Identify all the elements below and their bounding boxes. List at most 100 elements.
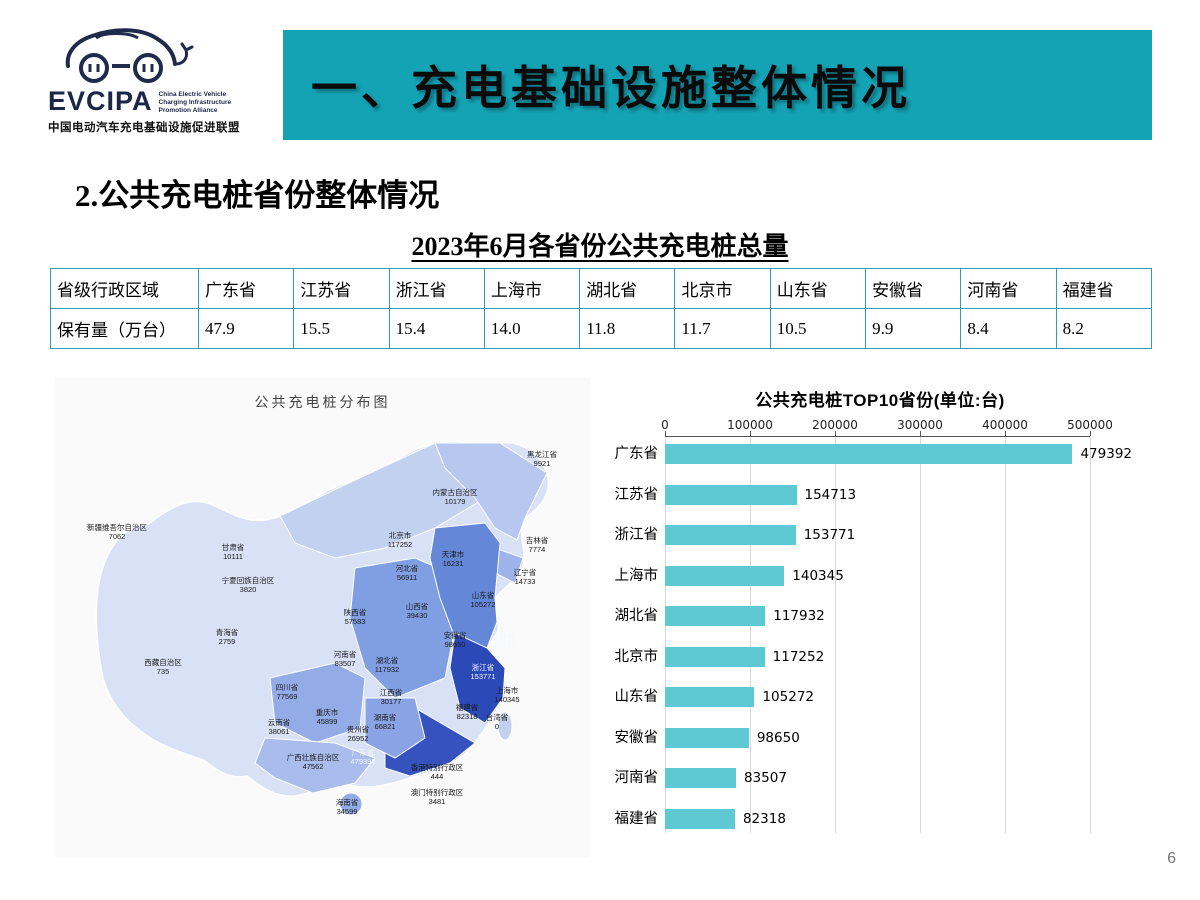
map-region-label: 河北省 56911 bbox=[395, 564, 419, 582]
china-map-panel: 公共充电桩分布图 黑龙江省 9921 内蒙古自治区 10179 新疆维吾尔自治区 7062… bbox=[55, 378, 590, 858]
map-region-label: 香港特别行政区 444 bbox=[410, 763, 464, 781]
province-header-cell: 安徽省 bbox=[865, 268, 962, 309]
x-axis-tick bbox=[1090, 431, 1091, 436]
map-region-label: 山东省 105272 bbox=[470, 591, 496, 609]
china-map-icon bbox=[95, 440, 550, 816]
map-region-label: 内蒙古自治区 10179 bbox=[432, 488, 478, 506]
map-region-label: 云南省 38061 bbox=[267, 718, 291, 736]
top10-chart-panel: 公共充电桩TOP10省份(单位:台) 0 100000 200000 300000 40… bbox=[600, 378, 1160, 858]
map-region-label: 北京市 117252 bbox=[387, 531, 413, 549]
table-title: 2023年6月各省份公共充电桩总量 bbox=[411, 232, 789, 261]
bar-value-label: 98650 bbox=[756, 729, 800, 746]
car-logo-icon bbox=[65, 28, 194, 83]
province-value-cell: 11.7 bbox=[674, 308, 771, 349]
province-table: 省级行政区域 广东省 江苏省 浙江省 上海市 湖北省 北京市 山东省 安徽省 河南省 福建省 保有… bbox=[50, 268, 1153, 349]
map-region-label: 贵州省 26952 bbox=[346, 725, 370, 743]
bar bbox=[665, 525, 796, 545]
province-value-cell: 15.5 bbox=[293, 308, 390, 349]
map-region-label: 湖北省 117932 bbox=[374, 656, 400, 674]
x-axis-tick bbox=[835, 431, 836, 436]
province-value-cell: 8.4 bbox=[960, 308, 1057, 349]
province-value-cell: 10.5 bbox=[769, 308, 867, 349]
province-header-cell: 山东省 bbox=[769, 268, 867, 309]
x-axis-tick-label: 300000 bbox=[897, 418, 943, 432]
bar bbox=[665, 808, 735, 829]
bar-category-label: 安徽省 bbox=[614, 729, 659, 746]
bar-category-label: 福建省 bbox=[614, 810, 659, 827]
x-axis-tick bbox=[750, 431, 751, 436]
province-header-cell: 江苏省 bbox=[293, 268, 390, 309]
x-axis-line bbox=[665, 436, 1090, 437]
province-header-cell: 上海市 bbox=[483, 268, 581, 309]
bar-category-label: 江苏省 bbox=[614, 486, 659, 503]
province-table-wrap: 省级行政区域 广东省 江苏省 浙江省 上海市 湖北省 北京市 山东省 安徽省 河南省 福建省 保有… bbox=[50, 268, 1153, 349]
bar-category-label: 北京市 bbox=[614, 648, 659, 665]
bar-category-label: 湖北省 bbox=[614, 608, 659, 624]
map-region-label: 海南省 34599 bbox=[335, 798, 359, 816]
bar-value-label: 105272 bbox=[762, 689, 815, 705]
table-value-row: 保有量（万台） 47.9 15.5 15.4 14.0 11.8 11.7 10.5 9.9 8… bbox=[50, 308, 1153, 349]
map-title: 公共充电桩分布图 bbox=[254, 396, 391, 411]
x-axis-tick bbox=[920, 431, 921, 436]
x-axis-tick bbox=[665, 431, 666, 436]
bar bbox=[665, 646, 765, 667]
map-region-label: 澳门特别行政区 3481 bbox=[410, 788, 464, 806]
map-region-label: 四川省 77569 bbox=[275, 683, 299, 701]
province-value-cell: 47.9 bbox=[197, 308, 295, 349]
bar-plot: 0 100000 200000 300000 400000 500000 广东省 479392… bbox=[600, 418, 1160, 858]
province-header-cell: 浙江省 bbox=[388, 268, 485, 309]
map-region-label: 安徽省 98650 bbox=[443, 631, 467, 649]
slide-title: 一、充电基础设施整体情况 bbox=[311, 63, 911, 114]
map-region-label: 辽宁省 14733 bbox=[513, 568, 537, 586]
map-region-label: 河南省 83507 bbox=[333, 650, 357, 668]
x-axis-tick bbox=[1005, 431, 1006, 436]
map-region-label: 青海省 2759 bbox=[215, 628, 239, 646]
x-axis-tick-label: 0 bbox=[661, 418, 669, 432]
bar-category-label: 山东省 bbox=[614, 689, 659, 705]
map-region-label: 浙江省 153771 bbox=[470, 663, 496, 681]
bar bbox=[665, 444, 1073, 464]
province-value-cell: 8.2 bbox=[1055, 308, 1153, 349]
bar bbox=[665, 768, 736, 788]
map-region-label: 陕西省 57583 bbox=[343, 608, 367, 626]
bar-category-label: 上海市 bbox=[614, 567, 659, 584]
bar-value-label: 83507 bbox=[743, 770, 787, 786]
map-region-label: 西藏自治区 735 bbox=[144, 658, 182, 676]
value-header-cell: 保有量（万台） bbox=[50, 308, 199, 349]
chart-gridline bbox=[835, 436, 836, 833]
bar-value-label: 140345 bbox=[792, 567, 844, 584]
evcipa-logo: EVCIPA China Electric Vehicle Charging I… bbox=[48, 20, 263, 135]
x-axis-tick-label: 400000 bbox=[982, 418, 1028, 432]
map-region-label: 广东省 479392 bbox=[350, 748, 376, 766]
map-region-label: 上海市 140345 bbox=[494, 686, 520, 704]
province-value-cell: 14.0 bbox=[483, 308, 581, 349]
province-header-cell: 广东省 bbox=[197, 268, 295, 309]
map-region-label: 甘肃省 10111 bbox=[221, 543, 245, 561]
table-header-row: 省级行政区域 广东省 江苏省 浙江省 上海市 湖北省 北京市 山东省 安徽省 河南省 福建省 bbox=[50, 268, 1153, 309]
chart-gridline bbox=[920, 436, 921, 833]
bar-category-label: 河南省 bbox=[614, 770, 659, 786]
map-region-label: 重庆市 45899 bbox=[315, 708, 339, 726]
chart-title: 公共充电桩TOP10省份(单位:台) bbox=[755, 391, 1005, 410]
map-region-label: 福建省 82318 bbox=[455, 703, 479, 721]
slide-header-banner: 一、充电基础设施整体情况 bbox=[283, 30, 1152, 140]
x-axis-tick-label: 500000 bbox=[1067, 418, 1113, 432]
province-header-cell: 湖北省 bbox=[579, 268, 676, 309]
x-axis-tick-label: 200000 bbox=[812, 418, 858, 432]
chart-gridline bbox=[665, 436, 666, 833]
bar-value-label: 117252 bbox=[772, 648, 825, 665]
province-header-cell: 河南省 bbox=[960, 268, 1057, 309]
x-axis-tick-label: 100000 bbox=[727, 418, 773, 432]
section-title: 2.公共充电桩省份整体情况 bbox=[75, 178, 440, 213]
bar bbox=[665, 727, 749, 748]
logo-acronym: EVCIPA bbox=[48, 86, 153, 116]
row-header-cell: 省级行政区域 bbox=[50, 268, 199, 309]
province-value-cell: 11.8 bbox=[579, 308, 676, 349]
bar-value-label: 82318 bbox=[742, 810, 786, 827]
bar bbox=[665, 687, 755, 707]
map-region-label: 湖南省 66821 bbox=[373, 713, 397, 731]
map-region-label: 山西省 39430 bbox=[405, 602, 429, 620]
province-value-cell: 9.9 bbox=[865, 308, 962, 349]
map-region-label: 台湾省 0 bbox=[485, 713, 509, 731]
